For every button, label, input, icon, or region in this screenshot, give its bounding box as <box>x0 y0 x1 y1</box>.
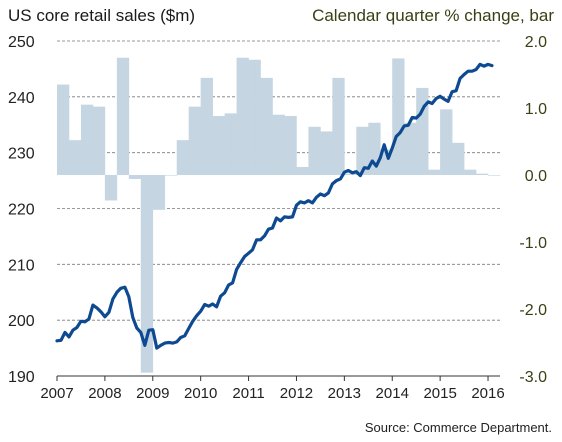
bar-25 <box>356 126 369 175</box>
bar-13 <box>212 116 225 175</box>
left-tick-label: 240 <box>8 90 35 107</box>
left-tick-label: 190 <box>8 369 35 386</box>
bar-29 <box>404 122 417 175</box>
x-tick-label: 2015 <box>423 385 456 402</box>
bar-20 <box>296 166 309 175</box>
bar-35 <box>476 173 489 175</box>
bar-7 <box>140 175 154 373</box>
bar-30 <box>416 87 429 175</box>
right-axis-title: Calendar quarter % change, bar <box>312 6 554 25</box>
bar-19 <box>284 116 297 175</box>
x-tick-label: 2013 <box>328 385 361 402</box>
left-tick-label: 220 <box>8 202 35 219</box>
bar-28 <box>392 58 405 175</box>
left-tick-label: 250 <box>8 34 35 51</box>
bar-6 <box>128 175 142 180</box>
right-tick-label: 1.0 <box>525 101 547 118</box>
bar-36 <box>488 175 501 176</box>
bar-8 <box>152 175 166 210</box>
x-tick-label: 2009 <box>136 385 169 402</box>
x-tick-label: 2014 <box>376 385 409 402</box>
bar-16 <box>248 59 261 176</box>
bar-12 <box>200 77 213 175</box>
bar-5 <box>116 57 130 175</box>
bar-1 <box>68 140 82 175</box>
right-tick-label: -1.0 <box>519 235 547 252</box>
x-tick-label: 2012 <box>280 385 313 402</box>
bar-34 <box>464 169 477 175</box>
sales-line <box>55 62 494 350</box>
bar-2 <box>80 104 94 175</box>
bar-3 <box>92 106 106 175</box>
bar-0 <box>57 84 70 175</box>
source-note: Source: Commerce Department. <box>365 420 552 435</box>
bar-series <box>57 57 501 373</box>
right-tick-label: 0.0 <box>525 168 547 185</box>
x-tick-label: 2016 <box>471 385 504 402</box>
bar-15 <box>236 57 249 175</box>
x-tick-label: 2011 <box>232 385 264 402</box>
bar-9 <box>164 175 178 176</box>
bar-11 <box>188 106 201 175</box>
bar-14 <box>224 113 237 175</box>
bar-23 <box>332 77 345 175</box>
bar-32 <box>440 109 453 175</box>
bar-33 <box>452 142 465 175</box>
x-tick-label: 2007 <box>40 385 73 402</box>
bar-17 <box>260 77 273 175</box>
x-tick-label: 2008 <box>88 385 121 402</box>
axes: 190 200 210 220 230 240 250 2.0 1.0 0.0 -1.0 -2.0 -3… <box>8 34 547 402</box>
bar-10 <box>176 140 190 175</box>
left-tick-label: 210 <box>8 257 35 274</box>
bar-31 <box>428 169 441 175</box>
bar-18 <box>272 114 285 175</box>
bar-22 <box>320 131 333 175</box>
right-tick-label: -2.0 <box>519 302 547 319</box>
bar-21 <box>308 126 321 175</box>
left-tick-label: 200 <box>8 313 35 330</box>
x-tick-label: 2010 <box>184 385 217 402</box>
left-tick-label: 230 <box>8 146 35 163</box>
line-series <box>55 62 494 350</box>
left-axis-title: US core retail sales ($m) <box>8 6 195 25</box>
bar-4 <box>104 175 118 201</box>
right-tick-label: 2.0 <box>525 34 547 51</box>
bar-24 <box>344 173 357 175</box>
right-tick-label: -3.0 <box>519 369 547 386</box>
